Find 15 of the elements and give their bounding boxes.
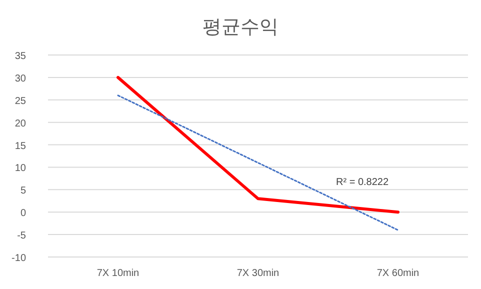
y-tick-label: 25 (14, 96, 26, 107)
y-tick-label: 35 (14, 51, 26, 62)
y-tick-label: 30 (14, 73, 26, 84)
y-tick-label: 20 (14, 118, 26, 130)
x-tick-label: 7X 10min (96, 268, 140, 279)
chart-title: 평균수익 (202, 17, 278, 38)
x-tick-label: 7X 30min (236, 268, 280, 279)
y-tick-label: 15 (14, 140, 26, 152)
y-tick-label: 0 (20, 208, 26, 220)
annotation: R² = 0.8222 (336, 177, 389, 188)
y-tick-label: 5 (20, 186, 26, 197)
y-tick-label: -5 (17, 230, 26, 242)
y-tick-label: -10 (12, 253, 26, 264)
x-tick-label: 7X 60min (376, 268, 420, 279)
y-tick-label: 10 (14, 163, 26, 174)
